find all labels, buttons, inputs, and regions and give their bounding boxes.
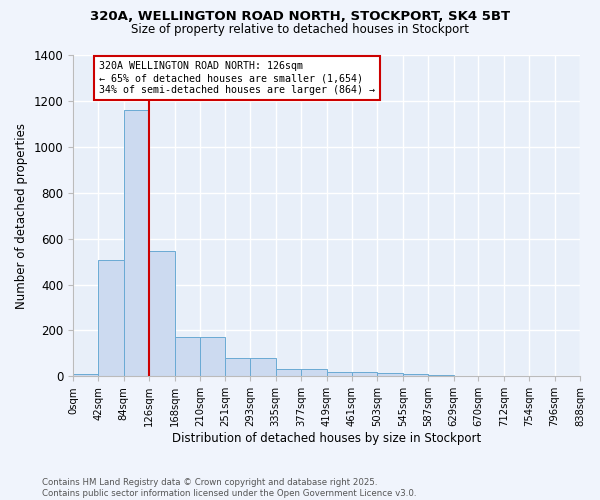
Text: Size of property relative to detached houses in Stockport: Size of property relative to detached ho… [131, 22, 469, 36]
Text: 320A WELLINGTON ROAD NORTH: 126sqm
← 65% of detached houses are smaller (1,654)
: 320A WELLINGTON ROAD NORTH: 126sqm ← 65%… [99, 62, 375, 94]
Bar [225, 358, 250, 376]
X-axis label: Distribution of detached houses by size in Stockport: Distribution of detached houses by size … [172, 432, 481, 445]
Text: Contains HM Land Registry data © Crown copyright and database right 2025.
Contai: Contains HM Land Registry data © Crown c… [42, 478, 416, 498]
Y-axis label: Number of detached properties: Number of detached properties [15, 122, 28, 308]
Bar [124, 110, 149, 376]
Bar [352, 372, 377, 376]
Bar [149, 250, 175, 376]
Bar [377, 374, 403, 376]
Bar [403, 374, 428, 376]
Bar [73, 374, 98, 376]
Bar [275, 370, 301, 376]
Bar [175, 338, 200, 376]
Bar [428, 375, 454, 376]
Bar [98, 260, 124, 376]
Bar [326, 372, 352, 376]
Bar [250, 358, 275, 376]
Text: 320A, WELLINGTON ROAD NORTH, STOCKPORT, SK4 5BT: 320A, WELLINGTON ROAD NORTH, STOCKPORT, … [90, 10, 510, 23]
Bar [301, 370, 326, 376]
Bar [200, 338, 225, 376]
